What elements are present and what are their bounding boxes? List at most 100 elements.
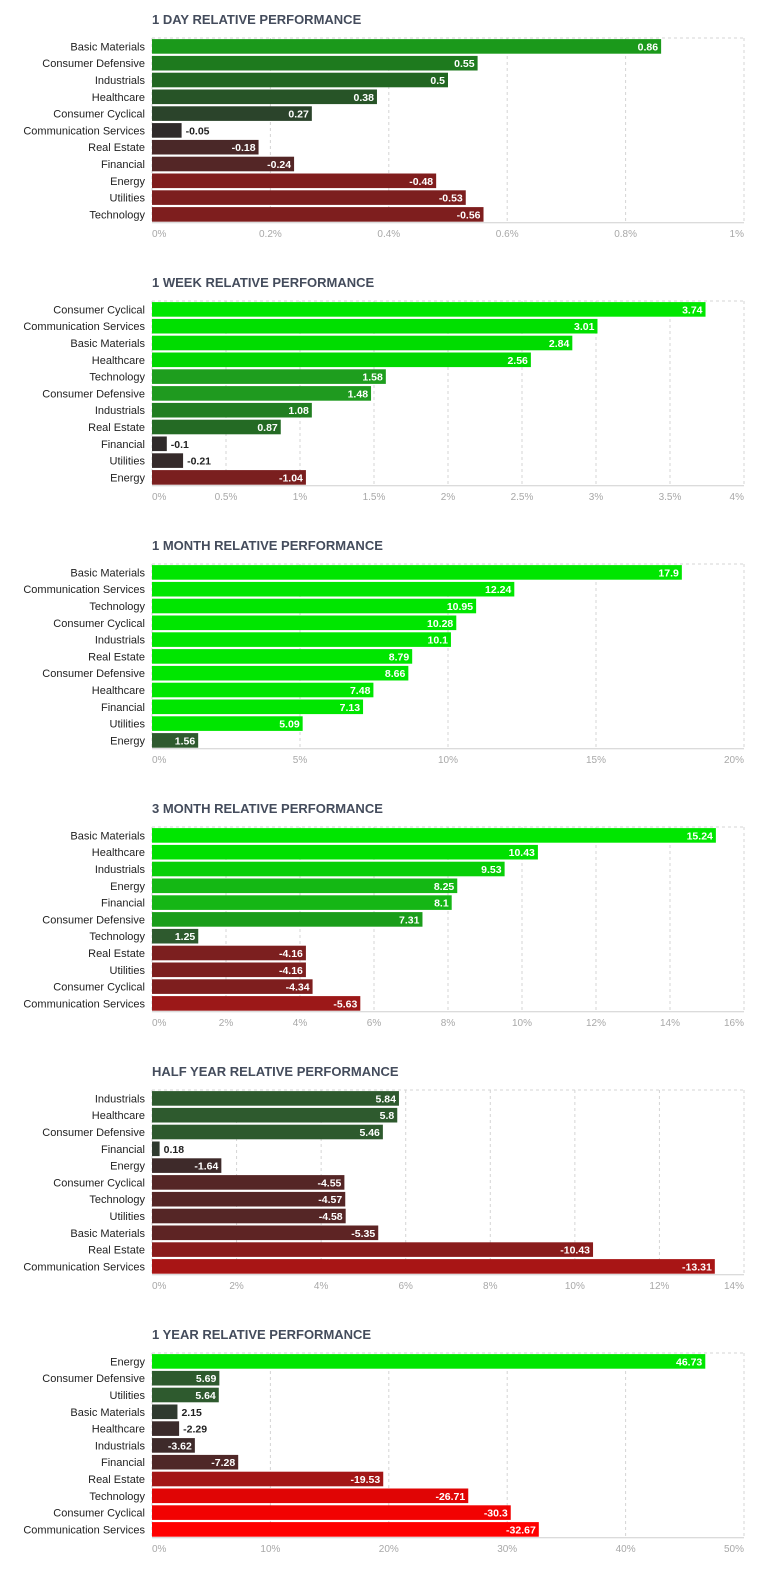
bar xyxy=(152,1354,706,1369)
bar xyxy=(152,1191,346,1207)
value-label: 10.43 xyxy=(509,847,535,859)
value-label: 0.86 xyxy=(638,41,659,53)
bar xyxy=(152,436,167,452)
category-label: Communication Services xyxy=(23,125,145,137)
bar xyxy=(152,1141,160,1157)
x-tick-label: 8% xyxy=(483,1281,498,1292)
value-label: -0.24 xyxy=(267,159,291,171)
x-tick-label: 1.5% xyxy=(363,492,386,503)
value-label: -4.55 xyxy=(317,1177,341,1189)
category-label: Real Estate xyxy=(88,142,145,154)
value-label: -10.43 xyxy=(560,1245,590,1257)
category-label: Financial xyxy=(101,898,145,910)
bar xyxy=(152,581,515,597)
x-tick-label: 10% xyxy=(260,1544,280,1555)
value-label: 5.84 xyxy=(376,1093,397,1105)
value-label: 5.09 xyxy=(279,719,300,731)
category-label: Energy xyxy=(110,735,145,747)
bar xyxy=(152,470,306,485)
bar xyxy=(152,1438,195,1453)
bar xyxy=(152,928,199,944)
value-label: -0.1 xyxy=(171,439,189,451)
value-label: 1.58 xyxy=(362,372,383,384)
value-label: -5.35 xyxy=(351,1228,375,1240)
category-label: Real Estate xyxy=(88,422,145,434)
bar xyxy=(152,453,184,468)
value-label: -4.58 xyxy=(319,1211,343,1223)
x-tick-label: 15% xyxy=(586,755,606,766)
value-label: 0.87 xyxy=(257,422,278,434)
bar xyxy=(152,861,505,877)
x-tick-label: 0% xyxy=(152,1544,167,1555)
value-label: -30.3 xyxy=(484,1508,508,1520)
bar xyxy=(152,1158,222,1173)
chart-title: 1 MONTH RELATIVE PERFORMANCE xyxy=(152,538,383,553)
x-tick-label: 2% xyxy=(441,492,456,503)
category-label: Consumer Defensive xyxy=(42,668,145,680)
bar xyxy=(152,1421,180,1436)
category-label: Utilities xyxy=(110,719,146,731)
bar xyxy=(152,962,306,978)
bar xyxy=(152,386,372,401)
bar xyxy=(152,352,531,368)
x-tick-label: 1% xyxy=(293,492,308,503)
x-tick-label: 20% xyxy=(379,1544,399,1555)
x-tick-label: 0.8% xyxy=(614,229,637,240)
value-label: -19.53 xyxy=(350,1474,380,1486)
bar xyxy=(152,190,466,205)
value-label: -4.34 xyxy=(286,982,310,994)
category-label: Consumer Defensive xyxy=(42,58,145,70)
bar xyxy=(152,1175,345,1190)
value-label: -4.57 xyxy=(318,1194,342,1206)
bar xyxy=(152,173,437,189)
x-tick-label: 2.5% xyxy=(511,492,534,503)
category-label: Consumer Defensive xyxy=(42,1127,145,1139)
category-label: Utilities xyxy=(110,1390,146,1402)
value-label: 17.9 xyxy=(658,567,679,579)
value-label: 8.1 xyxy=(434,898,449,910)
category-label: Consumer Defensive xyxy=(42,388,145,400)
category-label: Technology xyxy=(89,1194,145,1206)
category-label: Communication Services xyxy=(23,1524,145,1536)
chart-panel: 1 WEEK RELATIVE PERFORMANCE 0% 0.5% 1% 1.5% 2… xyxy=(23,275,745,503)
category-label: Industrials xyxy=(95,1440,146,1452)
bar xyxy=(152,996,361,1011)
category-label: Financial xyxy=(101,159,145,171)
category-label: Energy xyxy=(110,1161,145,1173)
value-label: 1.08 xyxy=(288,405,309,417)
category-label: Healthcare xyxy=(92,92,145,104)
x-tick-label: 40% xyxy=(616,1544,636,1555)
category-label: Technology xyxy=(89,931,145,943)
bar xyxy=(152,844,538,860)
value-label: -0.53 xyxy=(439,193,463,205)
bar xyxy=(152,1404,178,1420)
category-label: Communication Services xyxy=(23,998,145,1010)
chart-panel: 1 DAY RELATIVE PERFORMANCE 0% 0.2% 0.4% 0.6%… xyxy=(23,12,745,240)
bar xyxy=(152,1488,469,1504)
bar xyxy=(152,565,682,580)
value-label: 7.31 xyxy=(399,914,420,926)
chart-title: 1 DAY RELATIVE PERFORMANCE xyxy=(152,12,362,27)
category-label: Industrials xyxy=(95,75,146,87)
value-label: 8.66 xyxy=(385,668,406,680)
bar xyxy=(152,72,448,88)
value-label: -1.04 xyxy=(279,472,303,484)
category-label: Utilities xyxy=(110,1211,146,1223)
category-label: Basic Materials xyxy=(70,830,145,842)
x-tick-label: 0.6% xyxy=(496,229,519,240)
bar xyxy=(152,1505,511,1520)
chart-title: HALF YEAR RELATIVE PERFORMANCE xyxy=(152,1064,399,1079)
value-label: 8.25 xyxy=(434,881,455,893)
value-label: 3.74 xyxy=(682,304,703,316)
x-tick-label: 0% xyxy=(152,492,167,503)
category-label: Financial xyxy=(101,1144,145,1156)
x-tick-label: 10% xyxy=(438,755,458,766)
x-tick-label: 4% xyxy=(314,1281,329,1292)
category-label: Basic Materials xyxy=(70,567,145,579)
bar xyxy=(152,402,312,418)
bar xyxy=(152,89,377,105)
category-label: Utilities xyxy=(110,965,146,977)
category-label: Financial xyxy=(101,702,145,714)
category-label: Industrials xyxy=(95,1093,146,1105)
category-label: Utilities xyxy=(110,456,146,468)
